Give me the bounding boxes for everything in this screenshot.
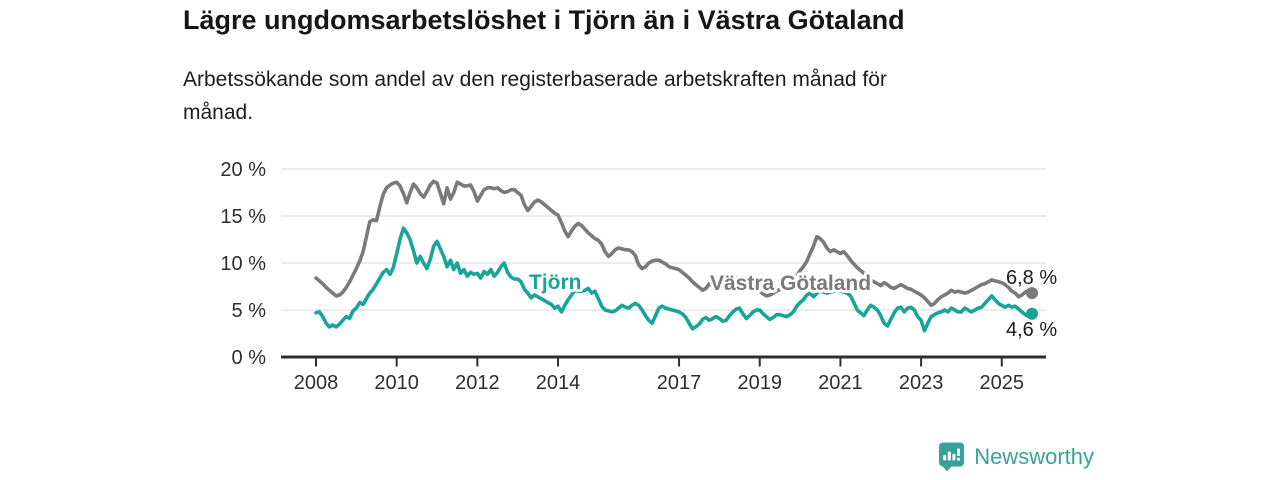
x-tick-label: 2010 bbox=[374, 372, 419, 394]
y-tick-label: 20 % bbox=[220, 159, 266, 181]
newsworthy-brand-text: Newsworthy bbox=[974, 444, 1094, 469]
chart-subtitle: Arbetssökande som andel av den registerb… bbox=[183, 68, 887, 124]
x-tick-label: 2025 bbox=[980, 372, 1025, 394]
series-line-vastra-gotaland bbox=[314, 179, 1034, 308]
series-end-label-vastra-gotaland: 6,8 % bbox=[1006, 267, 1057, 289]
series-end-dot-tjorn bbox=[1026, 307, 1038, 320]
x-tick-label: 2023 bbox=[899, 372, 944, 394]
series-end-label-tjorn: 4,6 % bbox=[1006, 319, 1057, 341]
series-end-dot-vastra-gotaland bbox=[1026, 287, 1038, 300]
newsworthy-logo: Newsworthy bbox=[938, 442, 1094, 472]
y-tick-label: 15 % bbox=[220, 206, 266, 228]
series-line-tjorn bbox=[314, 226, 1034, 333]
chart-title: Lägre ungdomsarbetslöshet i Tjörn än i V… bbox=[183, 5, 905, 35]
x-tick-label: 2021 bbox=[818, 372, 863, 394]
y-tick-label: 10 % bbox=[220, 253, 266, 275]
y-tick-label: 5 % bbox=[232, 300, 267, 322]
series-label-vastra-gotaland: Västra Götaland bbox=[710, 272, 871, 295]
x-tick-label: 2014 bbox=[536, 372, 581, 394]
series-label-tjorn: Tjörn bbox=[529, 271, 582, 294]
newsworthy-speech-bubble-bar-chart-icon bbox=[939, 442, 965, 472]
x-tick-label: 2012 bbox=[455, 372, 500, 394]
x-tick-label: 2008 bbox=[294, 372, 339, 394]
y-tick-label: 0 % bbox=[232, 347, 267, 369]
x-tick-label: 2017 bbox=[657, 372, 702, 394]
x-tick-label: 2019 bbox=[737, 372, 782, 394]
